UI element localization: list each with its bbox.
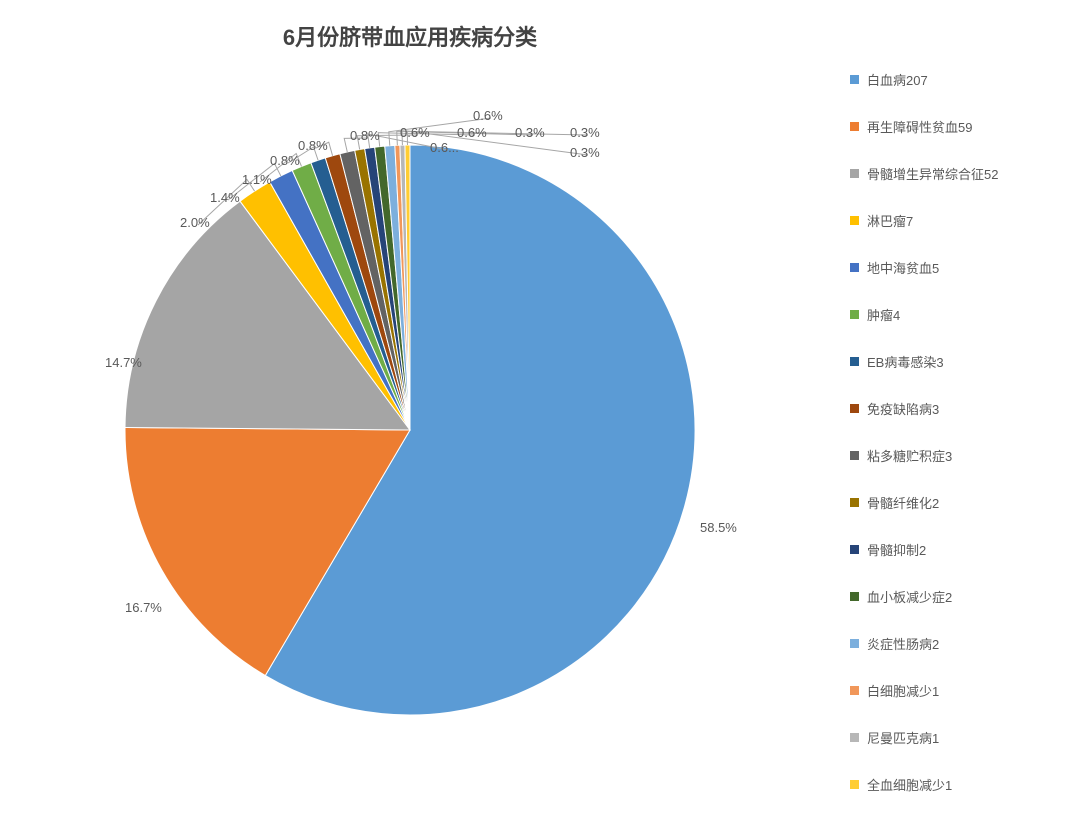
pie-chart: 58.5%16.7%14.7%2.0%1.4%1.1%0.8%0.8%0.8%0… xyxy=(60,80,760,740)
legend-swatch xyxy=(850,592,859,601)
legend-label: 再生障碍性贫血59 xyxy=(867,117,972,136)
legend-swatch xyxy=(850,686,859,695)
data-label: 0.8% xyxy=(298,138,328,153)
legend-swatch xyxy=(850,75,859,84)
legend-label: 骨髓纤维化2 xyxy=(867,493,939,512)
data-label: 0.3% xyxy=(570,145,600,160)
data-label: 0.8% xyxy=(270,153,300,168)
legend-item: 全血细胞减少1 xyxy=(850,775,1050,794)
legend-label: 白血病207 xyxy=(867,70,928,89)
data-label: 1.1% xyxy=(242,172,272,187)
legend-item: 血小板减少症2 xyxy=(850,587,1050,606)
legend-label: 血小板减少症2 xyxy=(867,587,952,606)
legend-label: 炎症性肠病2 xyxy=(867,634,939,653)
legend-label: EB病毒感染3 xyxy=(867,352,944,371)
legend-item: 地中海贫血5 xyxy=(850,258,1050,277)
legend-label: 白细胞减少1 xyxy=(867,681,939,700)
legend-item: 骨髓纤维化2 xyxy=(850,493,1050,512)
legend-item: 骨髓抑制2 xyxy=(850,540,1050,559)
data-label: 0.6% xyxy=(400,125,430,140)
data-label: 0.8% xyxy=(350,128,380,143)
legend-label: 地中海贫血5 xyxy=(867,258,939,277)
legend-swatch xyxy=(850,310,859,319)
legend-item: 免疫缺陷病3 xyxy=(850,399,1050,418)
data-label: 2.0% xyxy=(180,215,210,230)
chart-title: 6月份脐带血应用疾病分类 xyxy=(0,20,820,52)
legend-swatch xyxy=(850,639,859,648)
legend-item: 肿瘤4 xyxy=(850,305,1050,324)
data-label: 14.7% xyxy=(105,355,142,370)
legend-swatch xyxy=(850,216,859,225)
legend-swatch xyxy=(850,357,859,366)
legend-label: 骨髓增生异常综合征52 xyxy=(867,164,998,183)
legend-item: 白细胞减少1 xyxy=(850,681,1050,700)
chart-container: 6月份脐带血应用疾病分类 58.5% 16.7% 14.7% 2.0%1.4%1.1%… xyxy=(0,0,1080,782)
legend-item: 尼曼匹克病1 xyxy=(850,728,1050,747)
data-label: 0.6% xyxy=(457,125,487,140)
legend-swatch xyxy=(850,780,859,789)
legend-item: 再生障碍性贫血59 xyxy=(850,117,1050,136)
legend-swatch xyxy=(850,404,859,413)
legend-swatch xyxy=(850,545,859,554)
legend-label: 免疫缺陷病3 xyxy=(867,399,939,418)
legend-label: 全血细胞减少1 xyxy=(867,775,952,794)
data-label: 16.7% xyxy=(125,600,162,615)
data-label: 0.3% xyxy=(570,125,600,140)
legend-item: 白血病207 xyxy=(850,70,1050,89)
legend-item: 粘多糖贮积症3 xyxy=(850,446,1050,465)
data-label: 58.5% xyxy=(700,520,737,535)
legend-swatch xyxy=(850,263,859,272)
legend-swatch xyxy=(850,733,859,742)
legend-label: 骨髓抑制2 xyxy=(867,540,926,559)
data-label: 0.3% xyxy=(515,125,545,140)
legend-label: 粘多糖贮积症3 xyxy=(867,446,952,465)
legend-item: 骨髓增生异常综合征52 xyxy=(850,164,1050,183)
legend-item: 淋巴瘤7 xyxy=(850,211,1050,230)
legend-swatch xyxy=(850,122,859,131)
legend-label: 尼曼匹克病1 xyxy=(867,728,939,747)
legend-label: 淋巴瘤7 xyxy=(867,211,913,230)
legend-label: 肿瘤4 xyxy=(867,305,900,324)
legend: 白血病207 再生障碍性贫血59 骨髓增生异常综合征52 淋巴瘤7 地中海贫血5 肿瘤4 E… xyxy=(850,70,1050,822)
legend-swatch xyxy=(850,498,859,507)
legend-swatch xyxy=(850,169,859,178)
data-label: 0.6... xyxy=(430,140,459,155)
data-label: 1.4% xyxy=(210,190,240,205)
data-label: 0.6% xyxy=(473,108,503,123)
legend-item: 炎症性肠病2 xyxy=(850,634,1050,653)
legend-item: EB病毒感染3 xyxy=(850,352,1050,371)
legend-swatch xyxy=(850,451,859,460)
